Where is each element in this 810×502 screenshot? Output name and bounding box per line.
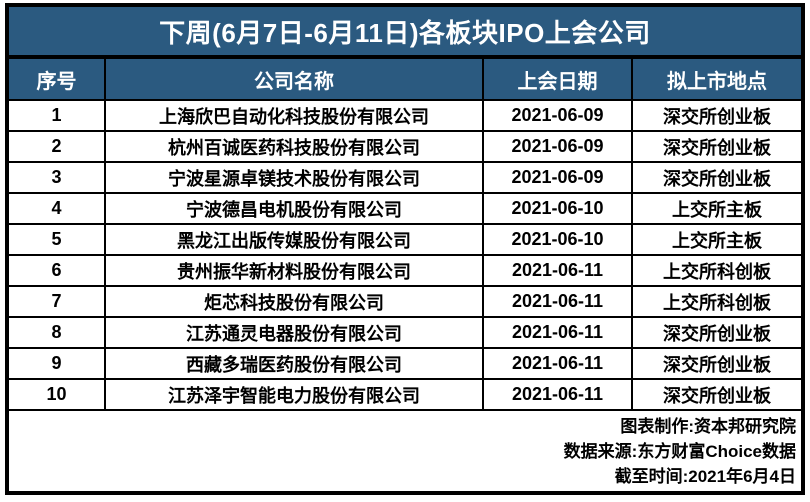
table-row: 5 黑龙江出版传媒股份有限公司 2021-06-10 上交所主板 (9, 225, 801, 256)
cell-index: 3 (9, 163, 106, 192)
cell-company: 贵州振华新材料股份有限公司 (106, 256, 484, 285)
cell-company: 杭州百诚医药科技股份有限公司 (106, 132, 484, 161)
table-body: 1 上海欣巴自动化科技股份有限公司 2021-06-09 深交所创业板 2 杭州百诚医药科… (9, 101, 801, 411)
table-row: 3 宁波星源卓镁技术股份有限公司 2021-06-09 深交所创业板 (9, 163, 801, 194)
cell-company: 江苏泽宇智能电力股份有限公司 (106, 380, 484, 409)
footer-line-data-source: 数据来源:东方财富Choice数据 (563, 441, 796, 461)
cell-index: 5 (9, 225, 106, 254)
cell-company: 黑龙江出版传媒股份有限公司 (106, 225, 484, 254)
col-header-board: 拟上市地点 (667, 70, 767, 93)
cell-date: 2021-06-09 (484, 132, 633, 161)
cell-index: 9 (9, 349, 106, 378)
cell-index: 7 (9, 287, 106, 316)
table-title: 下周(6月7日-6月11日)各板块IPO上会公司 (9, 7, 801, 59)
table-row: 6 贵州振华新材料股份有限公司 2021-06-11 上交所科创板 (9, 256, 801, 287)
table-row: 1 上海欣巴自动化科技股份有限公司 2021-06-09 深交所创业板 (9, 101, 801, 132)
cell-board: 上交所科创板 (663, 292, 771, 313)
table-row: 4 宁波德昌电机股份有限公司 2021-06-10 上交所主板 (9, 194, 801, 225)
cell-index: 2 (9, 132, 106, 161)
cell-company: 上海欣巴自动化科技股份有限公司 (106, 101, 484, 130)
cell-index: 1 (9, 101, 106, 130)
cell-date: 2021-06-10 (484, 194, 633, 223)
cell-company: 江苏通灵电器股份有限公司 (106, 318, 484, 347)
cell-board: 深交所创业板 (663, 354, 771, 375)
cell-date: 2021-06-11 (484, 287, 633, 316)
footer-line-source-maker: 图表制作:资本邦研究院 (620, 416, 796, 436)
cell-date: 2021-06-11 (484, 349, 633, 378)
cell-board: 上交所科创板 (663, 261, 771, 282)
cell-company: 西藏多瑞医药股份有限公司 (106, 349, 484, 378)
table-row: 10 江苏泽宇智能电力股份有限公司 2021-06-11 深交所创业板 (9, 380, 801, 411)
table-footer: 图表制作:资本邦研究院 数据来源:东方财富Choice数据 截至时间:2021年… (9, 411, 801, 491)
cell-date: 2021-06-11 (484, 256, 633, 285)
cell-board: 深交所创业板 (663, 385, 771, 406)
col-header-date: 上会日期 (484, 59, 633, 99)
col-header-index: 序号 (9, 59, 106, 99)
table-header-row: 序号 公司名称 上会日期 拟上市地点 (9, 59, 801, 101)
cell-board: 深交所创业板 (663, 323, 771, 344)
table-row: 9 西藏多瑞医药股份有限公司 2021-06-11 深交所创业板 (9, 349, 801, 380)
footer-line-cutoff-date: 截至时间:2021年6月4日 (614, 466, 796, 486)
cell-board: 上交所主板 (672, 199, 762, 220)
table-row: 7 炬芯科技股份有限公司 2021-06-11 上交所科创板 (9, 287, 801, 318)
cell-index: 4 (9, 194, 106, 223)
col-header-company: 公司名称 (106, 59, 484, 99)
cell-index: 8 (9, 318, 106, 347)
cell-index: 6 (9, 256, 106, 285)
cell-date: 2021-06-09 (484, 163, 633, 192)
cell-company: 宁波星源卓镁技术股份有限公司 (106, 163, 484, 192)
cell-board: 上交所主板 (672, 230, 762, 251)
cell-date: 2021-06-10 (484, 225, 633, 254)
cell-board: 深交所创业板 (663, 106, 771, 127)
table-row: 8 江苏通灵电器股份有限公司 2021-06-11 深交所创业板 (9, 318, 801, 349)
table-row: 2 杭州百诚医药科技股份有限公司 2021-06-09 深交所创业板 (9, 132, 801, 163)
cell-date: 2021-06-11 (484, 380, 633, 409)
cell-date: 2021-06-09 (484, 101, 633, 130)
cell-date: 2021-06-11 (484, 318, 633, 347)
table-frame: 下周(6月7日-6月11日)各板块IPO上会公司 序号 公司名称 上会日期 拟上… (5, 3, 805, 495)
cell-company: 炬芯科技股份有限公司 (106, 287, 484, 316)
cell-board: 深交所创业板 (663, 137, 771, 158)
cell-company: 宁波德昌电机股份有限公司 (106, 194, 484, 223)
cell-index: 10 (9, 380, 106, 409)
cell-board: 深交所创业板 (663, 168, 771, 189)
